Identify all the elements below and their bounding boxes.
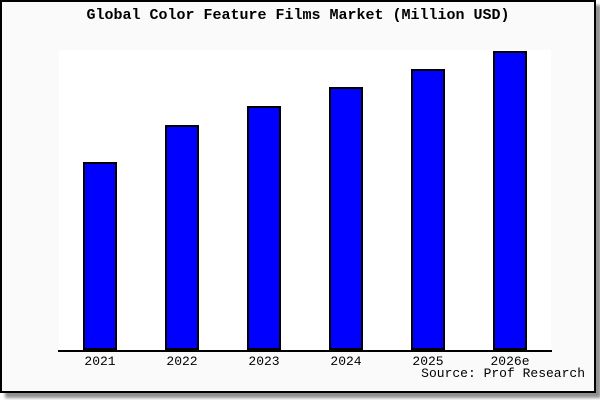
x-tick-label-2024: 2024 [330, 354, 362, 369]
bars-container [59, 50, 551, 350]
plot-area [58, 50, 552, 352]
source-credit: Source: Prof Research [421, 366, 585, 381]
bar-slot-2025 [387, 50, 469, 350]
x-tick-label-2025: 2025 [412, 354, 444, 369]
bar-2023 [247, 106, 281, 350]
bar-slot-2023 [223, 50, 305, 350]
bar-2021 [83, 161, 117, 350]
bar-slot-2024 [305, 50, 387, 350]
x-tick-label-2026e: 2026e [490, 354, 530, 369]
chart-title: Global Color Feature Films Market (Milli… [86, 7, 510, 24]
x-tick-label-2023: 2023 [248, 354, 280, 369]
bar-2025 [411, 68, 445, 350]
x-tick-label-2021: 2021 [84, 354, 116, 369]
bar-slot-2021 [59, 50, 141, 350]
bar-slot-2026e [469, 50, 551, 350]
x-axis-line [58, 350, 552, 352]
bar-2024 [329, 86, 363, 350]
x-axis-tick-labels: 2021 2022 2023 2024 2025 2026e [59, 354, 551, 369]
bar-2022 [165, 125, 199, 350]
x-tick-label-2022: 2022 [166, 354, 198, 369]
bar-2026e [493, 50, 527, 350]
chart-frame: Global Color Feature Films Market (Milli… [0, 0, 596, 393]
bar-slot-2022 [141, 50, 223, 350]
